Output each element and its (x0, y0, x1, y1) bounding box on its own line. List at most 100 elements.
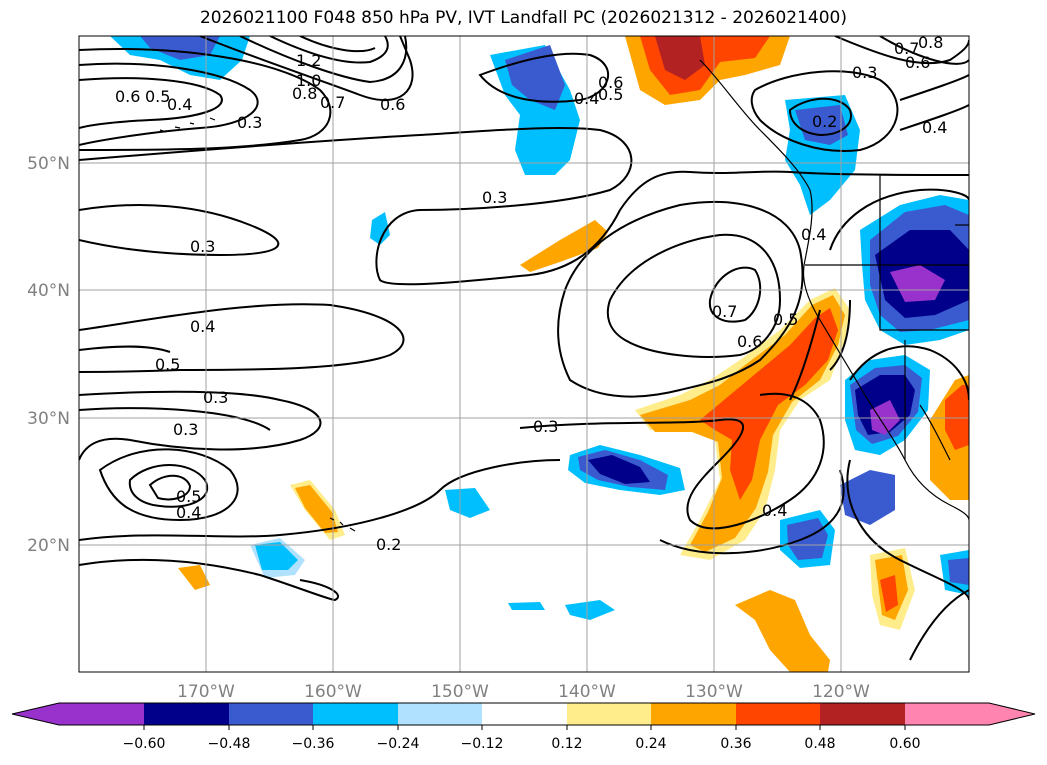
contour-line (79, 48, 332, 151)
contour-line (79, 345, 171, 353)
colorbar-extend-low (12, 703, 59, 725)
contour-labels: 1.2 1.0 0.8 0.7 0.6 0.6 0.5 0.4 0.3 0.6 … (115, 33, 947, 554)
lon-label-120w: 120°W (812, 682, 870, 702)
shade-patch (795, 105, 848, 145)
contour-label: 0.8 (292, 84, 317, 103)
contour-label: 0.3 (190, 237, 215, 256)
colorbar-tick-label: 0.24 (635, 736, 666, 752)
shade-patch (948, 558, 969, 585)
lon-label-150w: 150°W (431, 682, 489, 702)
map-frame (78, 35, 970, 673)
contour-label: 0.5 (773, 310, 798, 329)
colorbar-segment (229, 703, 313, 725)
contour-line (829, 299, 851, 371)
contour-line (269, 36, 389, 64)
contour-label: 0.3 (482, 188, 507, 207)
contour-line (519, 392, 825, 530)
lon-label-130w: 130°W (685, 682, 743, 702)
contour-line (79, 390, 322, 461)
contour-line (879, 36, 969, 65)
lon-label-140w: 140°W (558, 682, 616, 702)
contour-line (79, 459, 561, 541)
shade-patch (295, 485, 338, 533)
contour-label: 1.2 (296, 51, 321, 70)
colorbar-tick-label: 0.12 (551, 736, 582, 752)
lat-label-20n: 20°N (27, 536, 70, 556)
colorbar-ticks (143, 725, 906, 730)
contour-line (128, 464, 209, 508)
colorbar-segment (736, 703, 820, 725)
lon-label-170w: 170°W (177, 682, 235, 702)
contour-label: 0.3 (533, 417, 558, 436)
colorbar-segment (567, 703, 651, 725)
coastline (159, 59, 969, 532)
lat-label-40n: 40°N (27, 281, 70, 301)
map-title: 2026021100 F048 850 hPa PV, IVT Landfall… (199, 8, 847, 28)
shade-patch (565, 600, 615, 620)
colorbar-segment (59, 703, 144, 725)
contour-label: 0.4 (574, 89, 599, 108)
map-plot-area (79, 36, 969, 672)
contour-label: 0.4 (762, 501, 787, 520)
colorbar-segment (398, 703, 482, 725)
contour-line (529, 170, 969, 276)
contour-line (98, 448, 239, 522)
contour-line (899, 74, 969, 101)
shade-patch (445, 488, 490, 518)
shaded-field (110, 36, 969, 672)
shade-patch (700, 308, 838, 500)
contour-line (708, 266, 762, 323)
contour-line (557, 201, 804, 398)
lat-label-50n: 50°N (27, 154, 70, 174)
contour-label: 0.5 (145, 87, 170, 106)
shade-patch (520, 220, 608, 272)
colorbar-segment (482, 703, 567, 725)
colorbar-tick-label: 0.36 (720, 736, 751, 752)
contour-line (79, 407, 271, 431)
contour-label: 0.4 (176, 503, 201, 522)
colorbar: −0.60 −0.48 −0.36 −0.24 −0.12 0.12 0.24 … (11, 702, 1036, 752)
contour-label: 0.6 (737, 332, 762, 351)
contour-line (79, 62, 259, 146)
contour-label: 0.5 (155, 355, 180, 374)
shade-patch (178, 565, 210, 590)
contour-line (829, 188, 969, 251)
shade-patch (880, 575, 898, 612)
shade-patch (588, 455, 650, 484)
aleutian-islands (159, 117, 216, 133)
shade-patch (508, 602, 545, 610)
contour-label: 0.3 (203, 388, 228, 407)
contour-line (750, 70, 899, 152)
colorbar-segment (905, 703, 989, 725)
colorbar-tick-label: −0.36 (292, 736, 335, 752)
contour-line (299, 36, 376, 53)
contour-label: 0.4 (190, 317, 215, 336)
contour-line (846, 459, 969, 601)
shade-patch (255, 542, 298, 570)
shade-patch (655, 36, 705, 80)
colorbar-tick-label: −0.60 (123, 736, 166, 752)
contour-label: 0.5 (176, 487, 201, 506)
contour-label: 0.3 (237, 113, 262, 132)
contour-label: 0.4 (801, 225, 826, 244)
contour-label: 0.7 (320, 93, 345, 112)
contour-label: 0.6 (598, 73, 623, 92)
lon-label-160w: 160°W (304, 682, 362, 702)
shade-patch (370, 212, 390, 245)
colorbar-outline (11, 702, 1036, 726)
contour-line (899, 104, 969, 131)
colorbar-tick-label: −0.24 (377, 736, 420, 752)
shade-patch (787, 518, 828, 560)
contour-line (79, 558, 339, 602)
contour-label: 0.2 (812, 112, 837, 131)
hawaii-islands (329, 517, 356, 532)
contour-label: 0.3 (852, 63, 877, 82)
contour-label: 0.6 (115, 87, 140, 106)
latitude-labels: 50°N 40°N 30°N 20°N (27, 154, 70, 556)
contour-lines (79, 36, 969, 661)
contour-label: 0.7 (894, 39, 919, 58)
contour-label: 0.4 (922, 118, 947, 137)
colorbar-segment (144, 703, 229, 725)
contour-label: 0.6 (905, 53, 930, 72)
